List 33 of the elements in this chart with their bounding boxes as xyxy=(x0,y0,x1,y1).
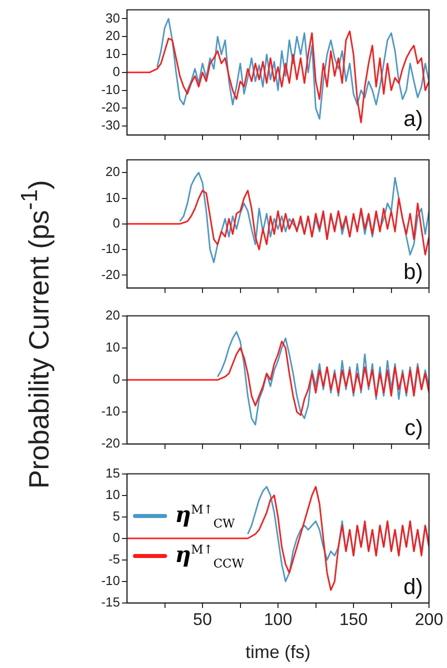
y-tick-label: 20 xyxy=(106,164,120,180)
y-tick-label: 5 xyxy=(112,508,120,524)
y-tick-label: -5 xyxy=(108,552,120,567)
y-tick-label: 10 xyxy=(106,190,120,205)
y-tick-label: -10 xyxy=(101,573,120,588)
y-tick-label: 0 xyxy=(112,371,120,386)
annotation: b) xyxy=(403,259,423,284)
y-tick-label: 0 xyxy=(112,215,120,230)
y-tick-label: 30 xyxy=(106,10,120,26)
annotation: d) xyxy=(403,574,423,600)
x-tick-label: 50 xyxy=(193,610,212,629)
annotation: a) xyxy=(403,106,423,132)
y-tick-label: -30 xyxy=(101,118,120,133)
y-tick-label: -20 xyxy=(101,266,120,282)
y-tick-label: -10 xyxy=(101,404,120,419)
x-tick-label: 150 xyxy=(339,610,368,629)
y-tick-label: 10 xyxy=(106,339,120,354)
y-tick-label: -15 xyxy=(101,594,120,610)
y-tick-label: -20 xyxy=(101,436,120,451)
annotation: c) xyxy=(404,415,423,440)
y-tick-label: 10 xyxy=(106,46,120,62)
y-tick-label: -10 xyxy=(101,241,120,256)
y-tick-label: 10 xyxy=(106,486,120,502)
y-tick-label: 15 xyxy=(106,465,120,480)
y-tick-label: 0 xyxy=(112,530,120,545)
x-tick-label: 100 xyxy=(264,610,292,629)
y-tick-label: 20 xyxy=(106,28,120,44)
x-axis-title: time (fs) xyxy=(246,642,310,662)
y-tick-label: -10 xyxy=(101,82,120,97)
y-tick-label: 0 xyxy=(112,64,120,79)
x-tick-label: 200 xyxy=(414,610,444,629)
y-tick-label: -20 xyxy=(101,100,120,115)
y-tick-label: 20 xyxy=(106,307,120,322)
